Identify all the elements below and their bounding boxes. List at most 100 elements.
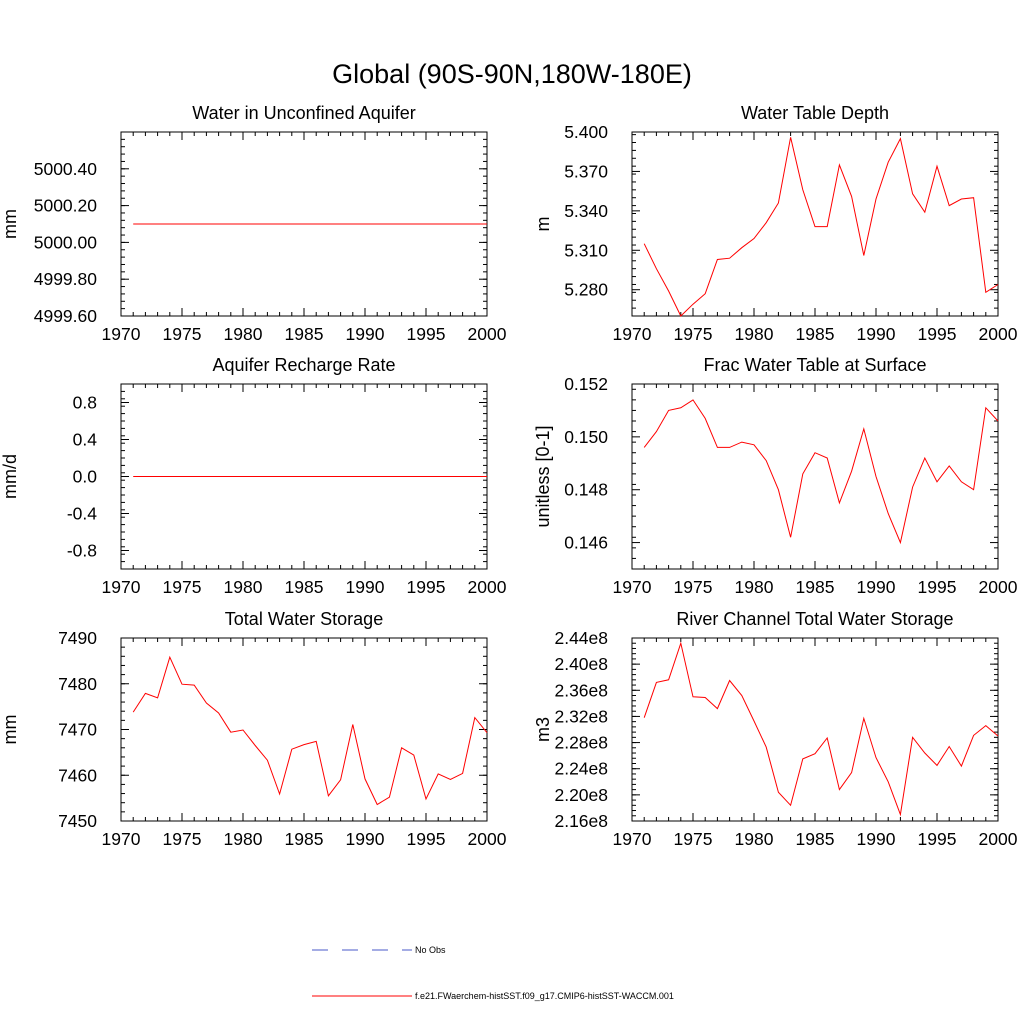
y-tick-label: 7490 — [58, 628, 97, 648]
y-tick-label: 5.400 — [564, 122, 608, 142]
plot-frame — [631, 637, 999, 822]
x-tick-label: 2000 — [979, 324, 1018, 344]
x-tick-label: 1975 — [163, 324, 202, 344]
x-tick-label: 1990 — [857, 829, 896, 849]
y-tick-label: 2.36e8 — [554, 680, 608, 700]
y-tick-label: 4999.80 — [34, 269, 98, 289]
series-line — [643, 399, 999, 545]
y-axis-label: mm/d — [0, 454, 20, 499]
y-tick-label: 7460 — [58, 765, 97, 785]
legend-model-label: f.e21.FWaerchem-histSST.f09_g17.CMIP6-hi… — [415, 991, 674, 1001]
x-tick-label: 1990 — [857, 577, 896, 597]
x-tick-label: 1975 — [163, 829, 202, 849]
chart-panel: 1970 1975 1980 1985 1990 1995 2000 5.280 5.310 5.… — [533, 103, 1018, 344]
x-tick-label: 1995 — [407, 829, 446, 849]
y-tick-label: 7470 — [58, 720, 97, 740]
x-tick-label: 1995 — [918, 577, 957, 597]
x-tick-label: 1995 — [918, 829, 957, 849]
x-tick-label: 1980 — [735, 829, 774, 849]
x-tick-label: 1985 — [285, 324, 324, 344]
chart-panel: 1970 1975 1980 1985 1990 1995 2000 4999.60 4999.… — [0, 103, 507, 344]
x-tick-label: 2000 — [468, 577, 507, 597]
panel-title: Water in Unconfined Aquifer — [192, 103, 415, 123]
plot-frame — [631, 383, 999, 570]
panels: 1970 1975 1980 1985 1990 1995 2000 4999.60 4999.… — [0, 103, 1018, 849]
y-axis-label: m — [533, 217, 553, 232]
x-tick-label: 1990 — [346, 324, 385, 344]
legend-obs-label: No Obs — [415, 945, 446, 955]
x-tick-label: 1970 — [613, 829, 652, 849]
chart-panel: 1970 1975 1980 1985 1990 1995 2000 0.146 0.148 0.… — [533, 355, 1018, 597]
x-tick-label: 2000 — [468, 829, 507, 849]
x-tick-label: 1985 — [285, 829, 324, 849]
chart-panel: 1970 1975 1980 1985 1990 1995 2000 -0.8 -0.4 0.0 0… — [0, 355, 507, 597]
y-tick-label: 2.28e8 — [554, 733, 608, 753]
y-tick-label: 5.370 — [564, 161, 608, 181]
y-axis-label: mm — [0, 715, 20, 745]
x-tick-label: 1980 — [224, 324, 263, 344]
y-tick-label: 7450 — [58, 811, 97, 831]
y-tick-label: 2.20e8 — [554, 785, 608, 805]
x-tick-label: 1975 — [674, 577, 713, 597]
y-tick-label: 5.280 — [564, 280, 608, 300]
y-tick-label: 5000.20 — [34, 196, 98, 216]
x-tick-label: 1985 — [285, 577, 324, 597]
y-tick-label: 0.8 — [73, 393, 97, 413]
y-tick-label: 0.146 — [564, 533, 608, 553]
x-tick-label: 1995 — [407, 324, 446, 344]
figure-title: Global (90S-90N,180W-180E) — [332, 59, 692, 89]
x-tick-label: 1990 — [857, 324, 896, 344]
x-tick-label: 1995 — [918, 324, 957, 344]
panel-title: River Channel Total Water Storage — [676, 609, 953, 629]
y-tick-label: 5.310 — [564, 240, 608, 260]
series-line — [643, 641, 999, 817]
y-tick-label: 5000.00 — [34, 232, 98, 252]
x-tick-label: 2000 — [468, 324, 507, 344]
x-tick-label: 1990 — [346, 577, 385, 597]
chart-panel: 1970 1975 1980 1985 1990 1995 2000 2.16e8 2.20e8… — [533, 609, 1018, 849]
y-tick-label: 5000.40 — [34, 159, 98, 179]
x-tick-label: 1970 — [613, 577, 652, 597]
y-tick-label: 0.150 — [564, 427, 608, 447]
y-tick-label: 2.24e8 — [554, 759, 608, 779]
chart-panel: 1970 1975 1980 1985 1990 1995 2000 7450 7460 7470… — [0, 609, 507, 849]
y-tick-label: 0.148 — [564, 480, 608, 500]
panel-title: Frac Water Table at Surface — [703, 355, 926, 375]
x-tick-label: 1970 — [613, 324, 652, 344]
x-tick-label: 1970 — [102, 324, 141, 344]
x-tick-label: 1970 — [102, 577, 141, 597]
x-tick-label: 1975 — [674, 324, 713, 344]
x-tick-label: 1980 — [224, 829, 263, 849]
legend: No Obs f.e21.FWaerchem-histSST.f09_g17.C… — [312, 945, 674, 1001]
x-tick-label: 2000 — [979, 577, 1018, 597]
x-tick-label: 1980 — [224, 577, 263, 597]
y-tick-label: 2.32e8 — [554, 706, 608, 726]
x-tick-label: 1990 — [346, 829, 385, 849]
y-tick-label: 0.152 — [564, 374, 608, 394]
x-tick-label: 2000 — [979, 829, 1018, 849]
panel-title: Aquifer Recharge Rate — [212, 355, 395, 375]
y-axis-label: m3 — [533, 717, 553, 742]
x-tick-label: 1980 — [735, 577, 774, 597]
x-tick-label: 1985 — [796, 829, 835, 849]
y-tick-label: -0.4 — [67, 504, 97, 524]
y-tick-label: 0.0 — [73, 467, 98, 487]
y-tick-label: 2.16e8 — [554, 811, 608, 831]
y-axis-label: unitless [0-1] — [533, 425, 553, 527]
x-tick-label: 1995 — [407, 577, 446, 597]
x-tick-label: 1985 — [796, 577, 835, 597]
y-axis-label: mm — [0, 209, 20, 239]
series-line — [132, 655, 488, 806]
panel-title: Water Table Depth — [741, 103, 889, 123]
x-tick-label: 1980 — [735, 324, 774, 344]
series-line — [643, 137, 999, 317]
x-tick-label: 1970 — [102, 829, 141, 849]
plot-frame — [631, 131, 999, 317]
y-tick-label: 7480 — [58, 674, 97, 694]
y-tick-label: 2.44e8 — [554, 628, 608, 648]
x-tick-label: 1975 — [674, 829, 713, 849]
x-tick-label: 1975 — [163, 577, 202, 597]
y-tick-label: -0.8 — [67, 541, 97, 561]
y-tick-label: 2.40e8 — [554, 654, 608, 674]
